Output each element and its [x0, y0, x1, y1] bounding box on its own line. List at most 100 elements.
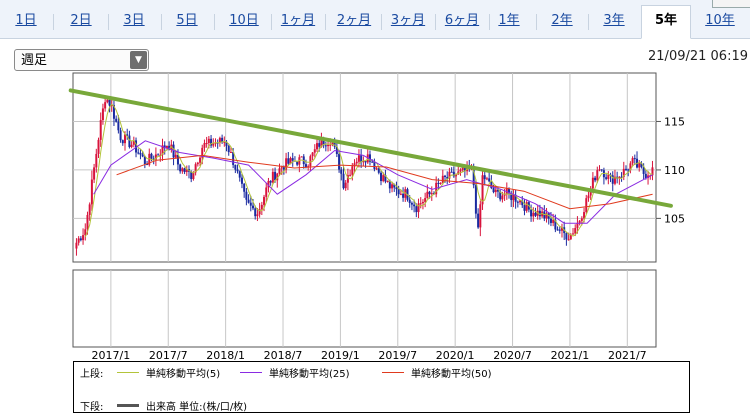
tab-10年[interactable]: 10年 [705, 13, 735, 28]
candle-body [159, 154, 162, 156]
candle-body [393, 184, 396, 188]
candle-body [605, 177, 608, 179]
candle-body [629, 163, 632, 171]
x-tick-label: 2021/7 [608, 349, 647, 362]
candle-body [455, 174, 458, 177]
x-tick-label: 2020/7 [493, 349, 532, 362]
candle-body [97, 139, 100, 154]
y-tick-label: 105 [664, 212, 685, 225]
candle-body [342, 173, 345, 189]
candle-body [269, 180, 272, 183]
candle-body [532, 212, 535, 217]
candle-body [439, 182, 442, 184]
candle-body [353, 163, 356, 167]
tab-2ヶ月[interactable]: 2ヶ月 [336, 13, 372, 28]
candle-body [205, 142, 208, 144]
candle-body [263, 196, 266, 205]
x-tick-label: 2018/7 [264, 349, 303, 362]
legend-volume-label: 出来高 単位:(株/口/枚) [146, 402, 248, 413]
tab-5日[interactable]: 5日 [176, 13, 198, 28]
candle-body [210, 138, 213, 146]
tab-5年[interactable]: 5年 [641, 5, 691, 39]
candle-body [576, 223, 579, 229]
candle-body [84, 229, 87, 236]
candle-body [596, 170, 599, 181]
candle-body [143, 156, 146, 165]
candle-body [444, 175, 447, 177]
candle-body [351, 166, 354, 175]
tab-separator [325, 14, 326, 30]
tab-1日[interactable]: 1日 [15, 13, 37, 28]
candle-body [141, 154, 144, 157]
candle-body [428, 191, 431, 195]
candle-body [368, 154, 371, 162]
candle-body [459, 169, 462, 172]
candle-body [472, 166, 475, 186]
tab-separator [435, 14, 436, 30]
candle-body [583, 212, 586, 219]
tab-2日[interactable]: 2日 [70, 13, 92, 28]
candle-body [271, 171, 274, 183]
y-tick-label: 115 [664, 115, 685, 128]
tab-1年[interactable]: 1年 [498, 13, 520, 28]
candle-body [452, 171, 455, 177]
tab-1ヶ月[interactable]: 1ヶ月 [280, 13, 316, 28]
candle-body [282, 167, 285, 170]
tab-3年[interactable]: 3年 [603, 13, 625, 28]
candle-body [331, 142, 334, 145]
legend-ma5-label: 単純移動平均(5) [146, 369, 221, 380]
candle-body [256, 214, 259, 217]
candle-body [382, 175, 385, 182]
candle-body [384, 175, 387, 182]
candle-body [598, 169, 601, 171]
candle-body [514, 194, 517, 202]
candle-body [644, 173, 647, 178]
candle-body [260, 204, 263, 210]
tab-6ヶ月[interactable]: 6ヶ月 [444, 13, 480, 28]
tab-separator [161, 14, 162, 30]
candle-body [154, 154, 157, 160]
legend-volume-swatch [117, 404, 139, 407]
tab-2年[interactable]: 2年 [551, 13, 573, 28]
candle-body [86, 214, 89, 230]
candle-body [492, 188, 495, 193]
chevron-down-icon: ▼ [130, 51, 147, 69]
tab-3ヶ月[interactable]: 3ヶ月 [390, 13, 426, 28]
candle-body [441, 175, 444, 183]
candle-body [311, 152, 314, 157]
candle-body [227, 145, 230, 153]
candle-body [309, 156, 312, 167]
candle-body [267, 180, 270, 188]
candle-body [276, 173, 279, 181]
candle-body [585, 198, 588, 213]
candle-body [391, 184, 394, 189]
candle-body [304, 164, 307, 168]
candle-body [622, 168, 625, 177]
interval-dropdown[interactable]: 週足 ▼ [14, 49, 149, 71]
candle-body [426, 191, 429, 199]
candle-body [556, 229, 559, 231]
candle-body [591, 177, 594, 189]
candle-body [152, 158, 155, 160]
candle-body [324, 145, 327, 147]
candle-body [395, 187, 398, 190]
candle-body [572, 233, 575, 235]
candle-body [521, 200, 524, 206]
tab-separator [381, 14, 382, 30]
candle-body [485, 178, 488, 180]
x-tick-label: 2017/1 [92, 349, 131, 362]
candle-body [631, 158, 634, 164]
candle-body [139, 152, 142, 155]
tab-10日[interactable]: 10日 [229, 13, 259, 28]
tab-3日[interactable]: 3日 [123, 13, 145, 28]
candle-body [247, 199, 250, 203]
candle-body [355, 161, 358, 164]
legend-upper-label: 上段: [80, 369, 104, 380]
candle-body [285, 158, 288, 170]
candle-body [516, 201, 519, 203]
candle-body [183, 168, 186, 172]
candle-body [477, 213, 480, 228]
candle-body [362, 161, 365, 163]
candle-body [633, 158, 636, 160]
candle-body [161, 145, 164, 155]
